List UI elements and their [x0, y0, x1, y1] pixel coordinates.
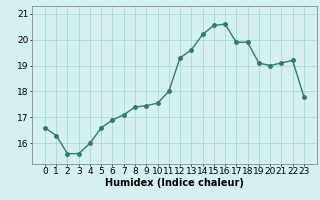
X-axis label: Humidex (Indice chaleur): Humidex (Indice chaleur) [105, 178, 244, 188]
